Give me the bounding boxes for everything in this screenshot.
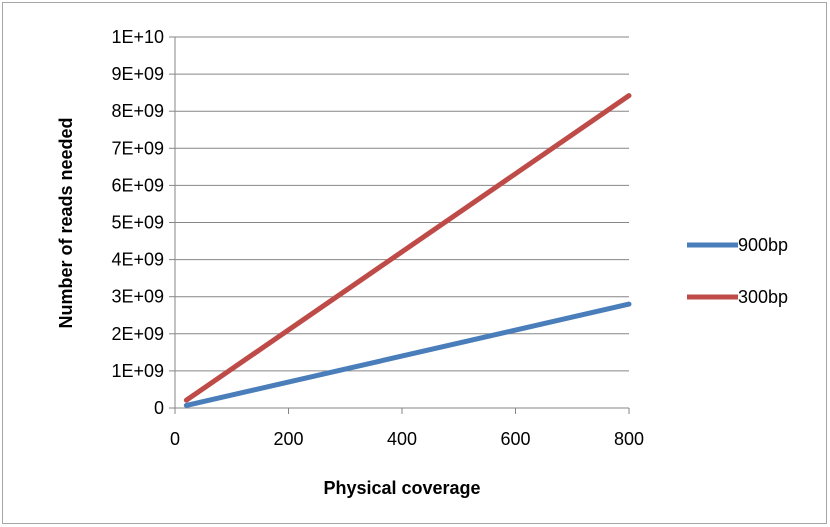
legend: 900bp 300bp [687,235,788,307]
y-tick-label: 0 [154,398,164,418]
x-tick-labels: 0 200 400 600 800 [170,429,644,449]
y-tick-label: 1E+09 [111,361,164,381]
y-tick-label: 6E+09 [111,175,164,195]
series-lines [183,93,632,408]
series-line-900bp [183,301,632,408]
y-tick-label: 4E+09 [111,250,164,270]
x-tick-label: 200 [273,429,303,449]
legend-label-900bp: 900bp [738,235,788,255]
y-tick-label: 8E+09 [111,101,164,121]
x-tick-label: 400 [387,429,417,449]
y-tick-labels: 0 1E+09 2E+09 3E+09 4E+09 5E+09 6E+09 7E+09 8E+0… [111,27,164,418]
x-tick-label: 800 [614,429,644,449]
y-tick-label: 9E+09 [111,64,164,84]
x-axis-title: Physical coverage [323,478,480,498]
y-tick-label: 2E+09 [111,324,164,344]
axes [169,36,630,414]
y-tick-label: 3E+09 [111,287,164,307]
y-tick-label: 7E+09 [111,138,164,158]
x-tick-label: 600 [500,429,530,449]
y-tick-label: 5E+09 [111,213,164,233]
series-line-300bp [183,93,632,403]
y-axis-title: Number of reads needed [56,117,76,328]
legend-label-300bp: 300bp [738,287,788,307]
x-tick-label: 0 [170,429,180,449]
y-tick-label: 1E+10 [111,27,164,47]
